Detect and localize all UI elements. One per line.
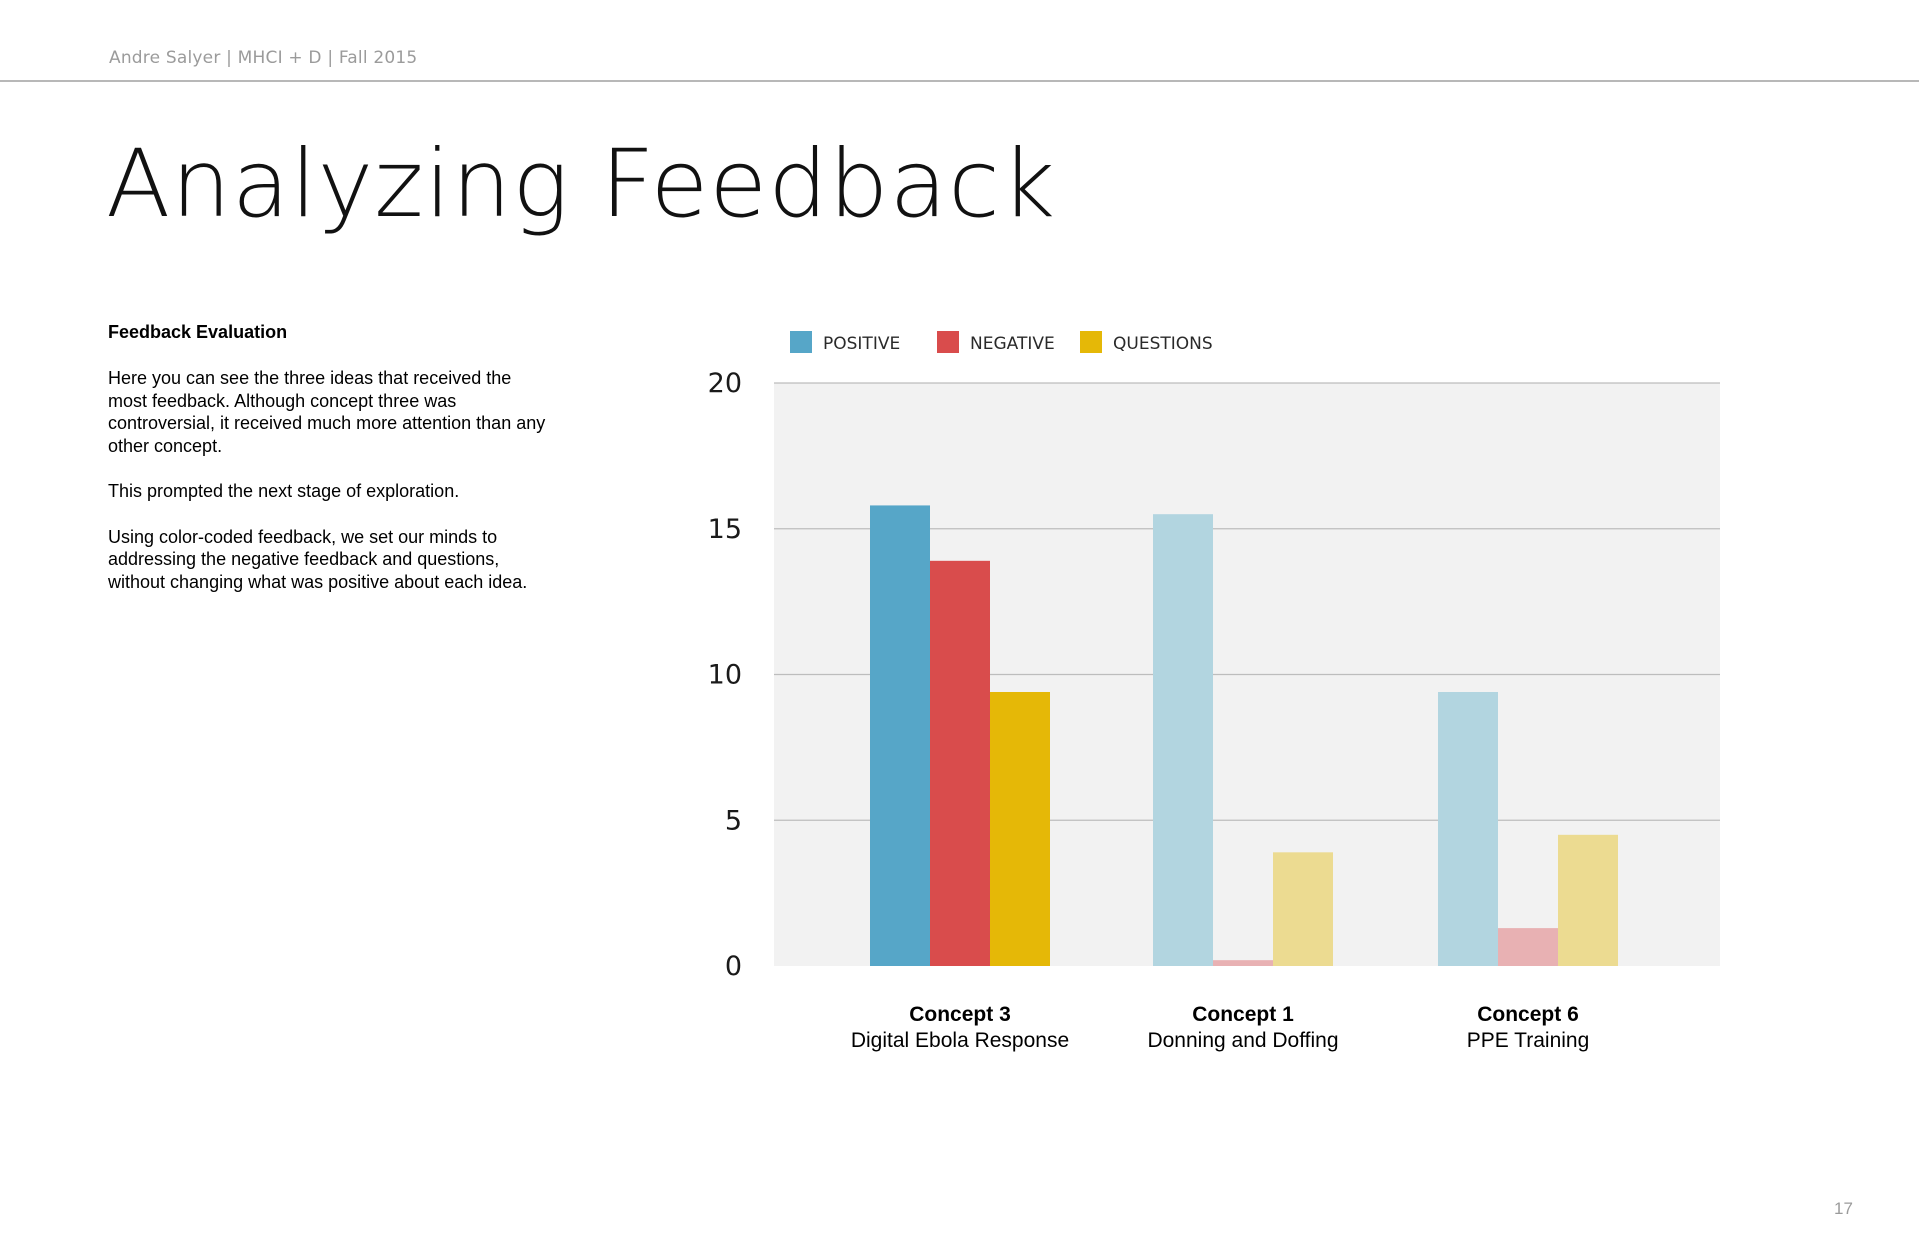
- bar-positive: [1438, 691, 1498, 966]
- feedback-bar-chart: 0 5 10 15 20 Concept 3 Digital Ebola Response C…: [708, 331, 1720, 1052]
- sidebar-paragraph: This prompted the next stage of explorat…: [108, 481, 460, 501]
- bar-positive: [1153, 514, 1213, 966]
- sidebar-heading: Feedback Evaluation: [108, 322, 288, 342]
- bar-questions: [990, 691, 1050, 966]
- bar-questions: [1273, 852, 1333, 966]
- bar-positive: [870, 505, 930, 966]
- x-category-sublabel: Digital Ebola Response: [851, 1029, 1069, 1052]
- y-tick-label: 5: [725, 805, 742, 836]
- bar-negative: [1213, 960, 1273, 966]
- sidebar-text: Feedback Evaluation Here you can see the…: [108, 322, 548, 616]
- legend-label: NEGATIVE: [970, 334, 1055, 354]
- legend-swatch-negative: [937, 331, 959, 353]
- header-divider: [0, 80, 1919, 82]
- sidebar-paragraph: Using color-coded feedback, we set our m…: [108, 526, 528, 592]
- bar-questions: [1558, 834, 1618, 966]
- legend-label: QUESTIONS: [1113, 334, 1213, 354]
- page-title: Analyzing Feedback: [106, 130, 1057, 239]
- header-text: Andre Salyer | MHCI + D | Fall 2015: [109, 48, 418, 68]
- x-category-label: Concept 6: [1477, 1003, 1579, 1026]
- y-tick-label: 15: [708, 514, 742, 545]
- bar-negative: [930, 560, 990, 966]
- x-category-sublabel: Donning and Doffing: [1147, 1029, 1338, 1052]
- legend-swatch-questions: [1080, 331, 1102, 353]
- page-number: 17: [1834, 1199, 1853, 1218]
- x-category-label: Concept 3: [909, 1003, 1011, 1026]
- legend-swatch-positive: [790, 331, 812, 353]
- bar-negative: [1498, 928, 1558, 966]
- y-tick-label: 10: [708, 660, 742, 691]
- y-tick-label: 20: [708, 368, 742, 399]
- y-tick-label: 0: [725, 951, 742, 982]
- sidebar-paragraph: Here you can see the three ideas that re…: [108, 368, 546, 456]
- legend-label: POSITIVE: [823, 334, 900, 354]
- x-category-label: Concept 1: [1192, 1003, 1294, 1026]
- x-category-sublabel: PPE Training: [1467, 1029, 1590, 1052]
